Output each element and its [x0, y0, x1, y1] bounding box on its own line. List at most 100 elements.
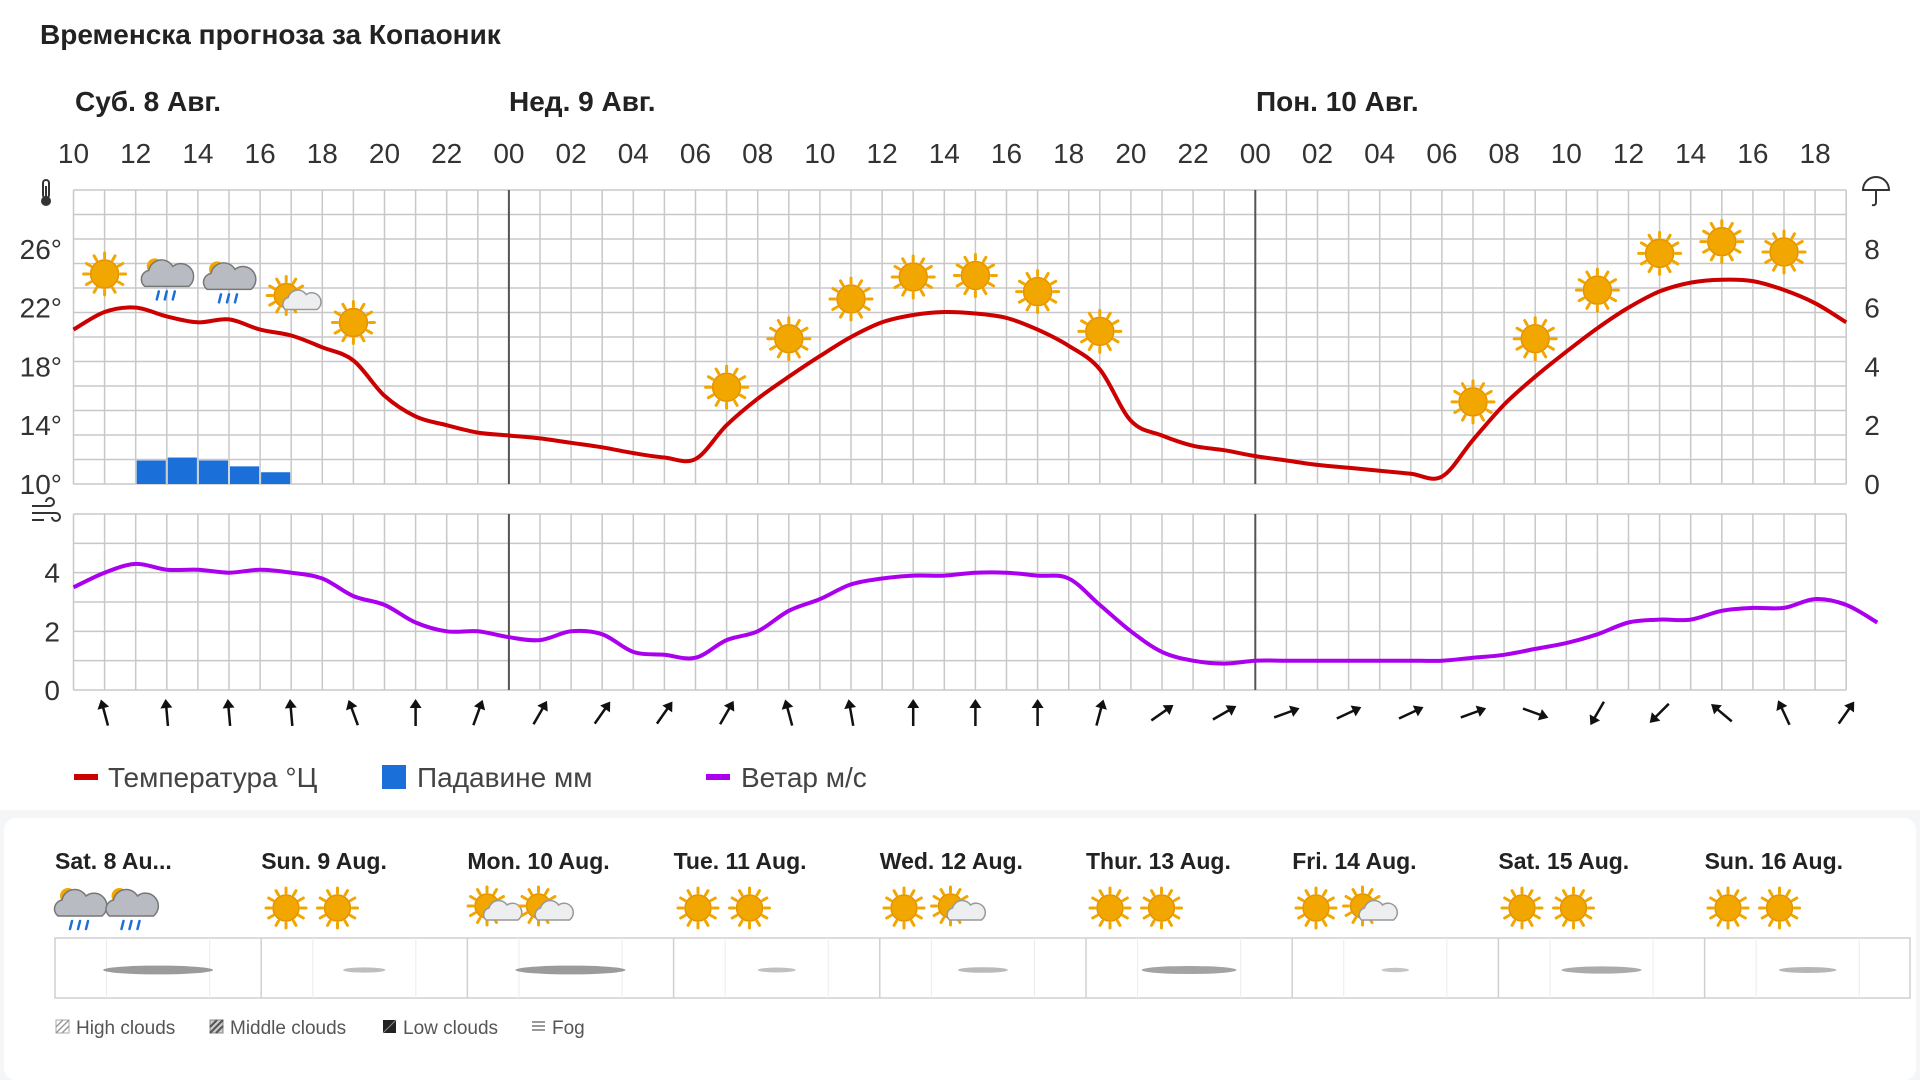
sun-ray [1098, 919, 1104, 927]
sun-ray [365, 329, 374, 335]
hour-label: 14 [1675, 138, 1706, 169]
sun-ray [1087, 311, 1094, 319]
sun-ray [92, 254, 99, 262]
sun-ray [1728, 221, 1734, 230]
sun-ray [1764, 258, 1772, 264]
sun-ray [1584, 914, 1593, 920]
sun-ray [318, 914, 327, 920]
week-day-label[interactable]: Wed. 12 Aug. [880, 848, 1023, 874]
hour-label: 04 [1364, 138, 1395, 169]
week-day-label[interactable]: Thur. 13 Aug. [1086, 848, 1231, 874]
cloud-shape [140, 259, 195, 288]
sun-ray [755, 919, 761, 927]
hour-label: 14 [929, 138, 960, 169]
week-day-label[interactable]: Sat. 8 Au... [55, 848, 172, 874]
sun-ray [1785, 919, 1791, 927]
sun-ray [267, 896, 275, 902]
wind-arrow [1522, 707, 1549, 721]
week-day-label[interactable]: Sun. 16 Aug. [1705, 848, 1843, 874]
sun-ray [1541, 351, 1548, 359]
sun-ray [769, 326, 777, 333]
sun-ray [1080, 319, 1088, 325]
moon-shape [1338, 415, 1353, 444]
sun-ray [709, 896, 717, 902]
week-day-label[interactable]: Mon. 10 Aug. [467, 848, 609, 874]
moon-icon [1338, 415, 1353, 444]
sun-ray [1609, 296, 1618, 303]
sun-ray [901, 257, 907, 265]
sun-ray [1562, 919, 1568, 927]
sun-ray [1453, 408, 1461, 414]
wind-arrow-head [1589, 714, 1601, 726]
y-axis-labels: 10° 14° 18° 22° 26° 0 2 4 6 8 0 2 4 [20, 234, 1880, 706]
week-day-label[interactable]: Tue. 11 Aug. [674, 848, 807, 874]
rain-drop [155, 290, 161, 301]
sun-disc [1582, 275, 1613, 305]
sun-ray [686, 889, 692, 897]
sun-ray [1116, 919, 1122, 927]
temperature-tick-label: 18° [20, 351, 62, 382]
sun-ray [1503, 896, 1511, 902]
sun-ray [1533, 896, 1541, 902]
temperature-tick-label: 26° [20, 234, 62, 265]
sun-ray [801, 326, 809, 333]
sun-icon [1140, 886, 1183, 930]
hour-label: 06 [680, 138, 711, 169]
wind-arrow [844, 699, 857, 727]
sun-ray [1734, 229, 1742, 236]
sun-ray [476, 888, 482, 896]
sun-ray [1373, 895, 1381, 901]
sun-ray [706, 393, 715, 400]
thermometer-icon [41, 179, 51, 206]
moon-shape [654, 405, 669, 434]
cloud-shape [53, 888, 108, 917]
sun-ray [1044, 271, 1050, 280]
rain-cloud-icon [202, 261, 257, 304]
sun-ray [1585, 302, 1591, 310]
sun-ray [1523, 351, 1529, 359]
wind-arrow-head [537, 700, 548, 712]
sun-ray [738, 393, 747, 400]
wind-arrow-head [1412, 705, 1424, 717]
cloud-shape [105, 888, 160, 917]
cloud-legend-high: High clouds [76, 1018, 175, 1039]
sun-ray [343, 919, 349, 927]
temperature-tick-label: 10° [20, 469, 62, 500]
sun-ray [116, 280, 125, 287]
sun-ray [1461, 382, 1467, 390]
sun-disc [774, 323, 804, 354]
temperature-line [72, 277, 1848, 481]
sun-ray [297, 896, 305, 902]
sun-ray [1547, 326, 1555, 333]
week-day-label[interactable]: Fri. 14 Aug. [1292, 848, 1416, 874]
wind-tick-label: 2 [44, 616, 60, 647]
sun-ray [1671, 241, 1680, 247]
sun-ray [333, 310, 342, 317]
sun-icon [1758, 886, 1801, 930]
week-day-labels: Sat. 8 Au... Sun. 9 Aug. Mon. 10 Aug. Tue. … [55, 848, 1843, 874]
rain-drop [233, 293, 239, 304]
week-day-label[interactable]: Sun. 9 Aug. [261, 848, 387, 874]
sun-ray [1790, 914, 1799, 920]
sun-ray [1515, 345, 1523, 351]
sun-icon [1015, 269, 1061, 315]
hour-label: 06 [1426, 138, 1457, 169]
sun-ray [1760, 914, 1769, 920]
sun-ray [469, 895, 477, 901]
wind-line [72, 561, 1879, 666]
sun-ray [274, 919, 280, 927]
hour-label: 18 [1053, 138, 1084, 169]
sun-disc [1302, 894, 1330, 922]
sun-ray [1322, 889, 1328, 897]
sun-icon [264, 886, 308, 930]
sun-disc [272, 894, 300, 922]
sun-ray [1025, 271, 1032, 280]
umbrella-icon [1861, 176, 1891, 207]
week-day-label[interactable]: Sat. 15 Aug. [1498, 848, 1629, 874]
sun-disc [1644, 238, 1675, 269]
sun-ray [1639, 259, 1648, 266]
hour-label: 08 [1489, 138, 1520, 169]
wind-direction-arrows [97, 699, 1855, 727]
wind-arrow [97, 699, 110, 726]
cloud-band [343, 967, 386, 973]
